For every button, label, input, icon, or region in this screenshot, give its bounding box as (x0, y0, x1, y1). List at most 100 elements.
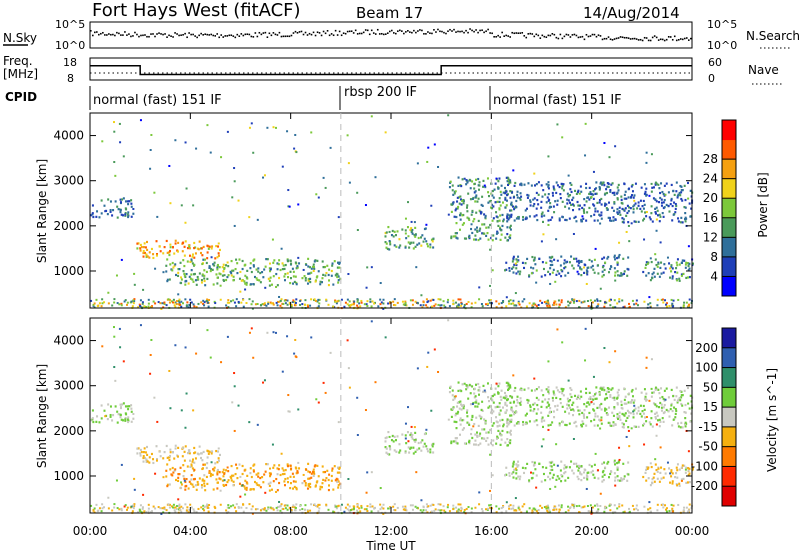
velocity-cell (218, 471, 221, 474)
velocity-cell (299, 504, 302, 507)
power-cell (384, 131, 387, 134)
power-cell (555, 181, 558, 184)
velocity-cell (241, 484, 244, 487)
power-cell (470, 223, 473, 226)
power-cell (416, 301, 419, 304)
velocity-cell (630, 400, 633, 403)
power-cell (127, 211, 130, 214)
velocity-cell (230, 505, 233, 508)
power-cell (683, 259, 686, 262)
velocity-cell (116, 421, 119, 424)
power-cell (269, 268, 272, 271)
power-cell (549, 282, 552, 285)
velocity-cell (688, 481, 691, 484)
velocity-cell (404, 437, 407, 440)
velocity-cell (487, 431, 490, 434)
velocity-cell (592, 375, 595, 378)
velocity-cell (264, 470, 267, 473)
noise-point (216, 33, 219, 35)
velocity-cell (505, 395, 508, 398)
power-cell (517, 216, 520, 219)
power-cell (512, 205, 515, 208)
power-cell (600, 197, 603, 201)
power-cell (486, 177, 489, 180)
velocity-cell (667, 396, 670, 399)
power-cell (197, 278, 200, 281)
power-cell (490, 302, 493, 305)
velocity-cell (575, 425, 578, 428)
power-cell (528, 215, 531, 218)
velocity-cell (648, 421, 651, 424)
velocity-cell (462, 418, 465, 422)
velocity-cell (429, 451, 432, 454)
power-cell (476, 200, 479, 203)
velocity-cell (576, 465, 579, 468)
velocity-cell (407, 406, 410, 409)
power-cell (642, 199, 645, 203)
velocity-cell (487, 396, 490, 399)
velocity-cell (127, 416, 130, 419)
velocity-cell (201, 467, 204, 471)
velocity-cell (238, 482, 241, 485)
power-cell (185, 304, 188, 307)
noise-point (198, 34, 200, 37)
noise-point (184, 32, 186, 35)
power-cell (537, 203, 540, 206)
power-cell (206, 124, 209, 127)
velocity-cell (509, 414, 512, 417)
velocity-cell (468, 442, 471, 445)
noise-point (565, 33, 568, 36)
velocity-cell (672, 504, 675, 507)
velocity-cell (671, 424, 674, 427)
noise-point (443, 31, 445, 34)
velocity-cell (188, 459, 191, 462)
velocity-cell (623, 402, 626, 405)
velocity-cell (654, 458, 657, 461)
velocity-cell (509, 429, 512, 432)
power-cell (532, 267, 535, 270)
velocity-cell (292, 487, 295, 490)
velocity-cell (385, 447, 388, 450)
velocity-cell (332, 488, 335, 491)
velocity-cell (465, 507, 468, 510)
noise-point (132, 35, 134, 37)
velocity-cell (644, 471, 647, 474)
power-cell (452, 201, 455, 204)
velocity-cell (182, 507, 185, 510)
power-cell (610, 183, 613, 186)
power-cell (272, 275, 275, 278)
velocity-cell (556, 475, 559, 478)
power-cell (669, 267, 672, 270)
velocity-cell (520, 400, 523, 403)
velocity-cell (670, 475, 673, 478)
x-tick-label: 04:00 (173, 524, 208, 538)
power-cell (130, 215, 133, 218)
power-cell (630, 185, 633, 188)
velocity-cell (530, 471, 533, 474)
power-cell (618, 241, 621, 244)
noise-point (609, 38, 612, 41)
power-cell (630, 194, 633, 197)
noise-point (541, 34, 544, 37)
power-cell (494, 182, 497, 185)
power-cell (608, 201, 611, 204)
power-cell (521, 300, 524, 303)
power-cell (202, 245, 205, 249)
velocity-cell (213, 466, 216, 469)
velocity-cell (139, 504, 142, 507)
velocity-cell (479, 415, 482, 418)
velocity-cell (567, 400, 570, 403)
power-cell (605, 206, 608, 210)
power-cell (429, 246, 432, 249)
velocity-cell (655, 405, 658, 408)
power-cell (468, 178, 471, 182)
velocity-cell (183, 469, 186, 473)
velocity-cell (590, 400, 593, 403)
velocity-cell (543, 419, 546, 422)
power-cell (459, 298, 462, 301)
noise-point (260, 33, 263, 36)
velocity-cell (387, 430, 390, 434)
power-cell (194, 252, 197, 255)
power-cell (613, 202, 616, 205)
power-cell (564, 306, 567, 309)
